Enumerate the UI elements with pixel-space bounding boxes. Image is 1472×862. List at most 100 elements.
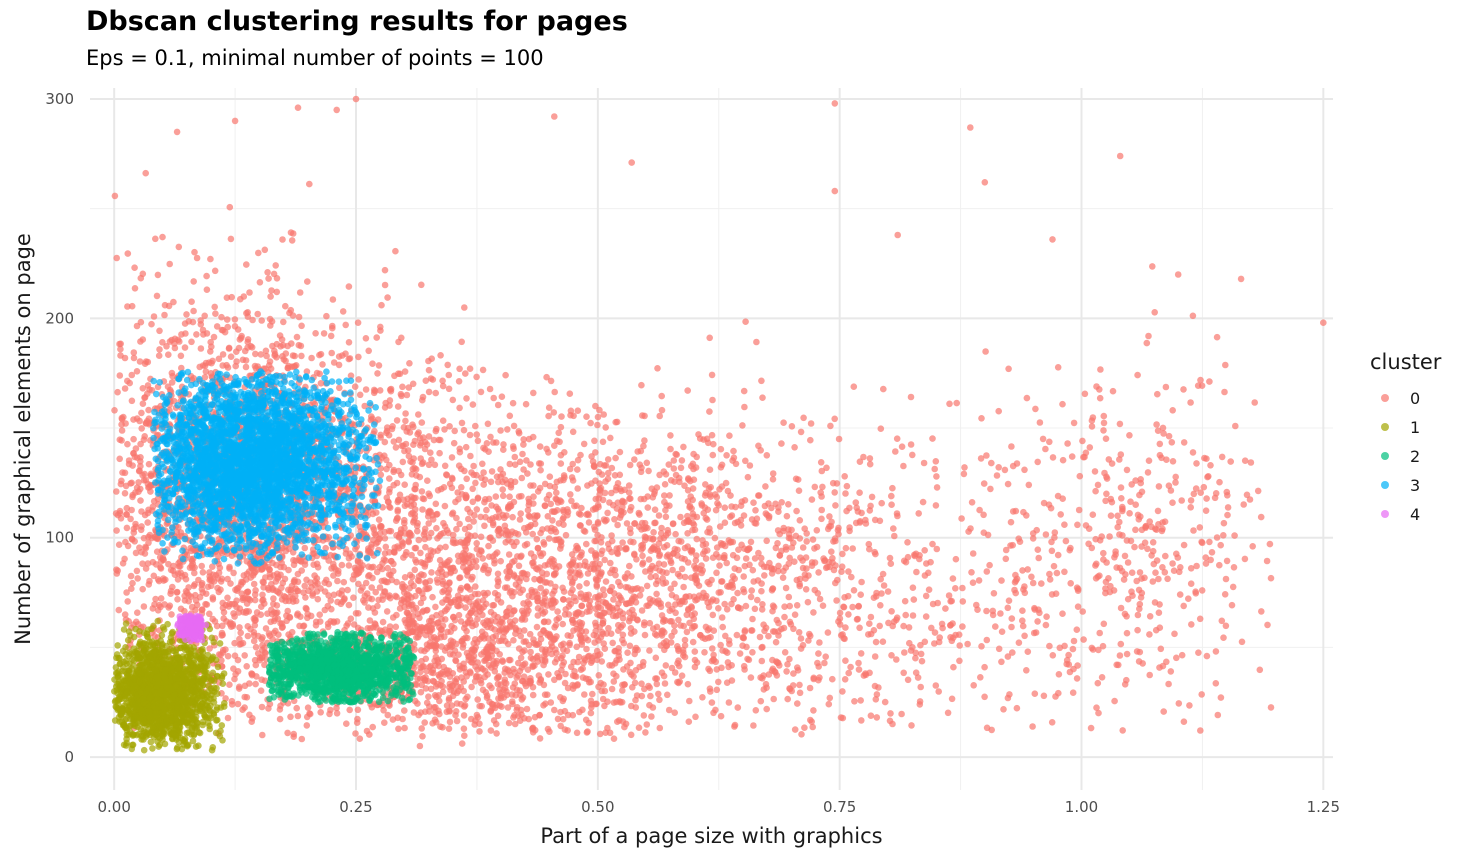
cluster-0-point bbox=[265, 566, 273, 573]
cluster-0-point bbox=[113, 488, 120, 495]
cluster-0-point bbox=[612, 612, 620, 620]
cluster-0-point bbox=[160, 575, 167, 582]
cluster-0-point bbox=[379, 596, 386, 603]
cluster-0-point bbox=[207, 338, 214, 346]
cluster-0-point bbox=[484, 569, 492, 577]
cluster-0-point bbox=[515, 428, 522, 435]
cluster-0-point bbox=[580, 527, 588, 534]
cluster-0-point bbox=[284, 364, 292, 372]
cluster-0-point bbox=[409, 380, 417, 388]
cluster-0-point bbox=[525, 495, 532, 503]
cluster-0-point bbox=[667, 559, 675, 567]
cluster-0-point bbox=[718, 483, 726, 490]
cluster-0-point bbox=[421, 719, 429, 726]
cluster-0-point bbox=[298, 322, 305, 330]
cluster-0-point bbox=[198, 562, 205, 570]
cluster-0-point bbox=[465, 515, 472, 523]
cluster-0-point bbox=[557, 545, 564, 552]
cluster-0-point bbox=[990, 590, 998, 597]
cluster-0-point bbox=[968, 499, 976, 506]
cluster-0-point bbox=[517, 510, 524, 517]
cluster-0-point bbox=[646, 619, 654, 627]
cluster-0-point bbox=[601, 556, 608, 564]
cluster-0-point bbox=[201, 362, 209, 370]
cluster-0-point bbox=[566, 465, 574, 473]
cluster-0-point bbox=[206, 610, 213, 618]
cluster-0-point bbox=[418, 460, 426, 468]
cluster-0-point bbox=[630, 673, 637, 680]
cluster-0-point bbox=[619, 503, 626, 511]
cluster-0-point bbox=[128, 302, 136, 310]
cluster-0-point bbox=[672, 601, 679, 608]
cluster-0-point bbox=[821, 659, 828, 667]
cluster-0-point bbox=[611, 472, 619, 479]
cluster-0-point bbox=[818, 506, 825, 514]
cluster-0-point bbox=[551, 442, 558, 450]
cluster-0-point bbox=[445, 385, 453, 393]
cluster-0-point bbox=[115, 606, 123, 614]
cluster-0-point bbox=[541, 480, 549, 488]
cluster-0-point bbox=[277, 343, 284, 350]
cluster-0-point bbox=[155, 352, 163, 360]
cluster-0-point bbox=[888, 492, 895, 500]
cluster-0-point bbox=[381, 266, 389, 274]
cluster-0-point bbox=[168, 611, 175, 618]
cluster-0-point bbox=[631, 520, 638, 527]
cluster-0-point bbox=[560, 476, 567, 484]
cluster-0-point bbox=[466, 365, 474, 373]
cluster-0-point bbox=[243, 261, 250, 268]
cluster-0-point bbox=[139, 400, 147, 408]
cluster-0-point bbox=[821, 557, 828, 565]
cluster-0-point bbox=[539, 550, 547, 557]
cluster-0-point bbox=[678, 565, 686, 573]
cluster-0-point bbox=[547, 500, 555, 508]
cluster-0-point bbox=[964, 640, 971, 648]
cluster-0-point bbox=[574, 466, 581, 473]
cluster-0-point bbox=[419, 393, 427, 401]
cluster-0-point bbox=[362, 386, 370, 393]
cluster-0-point bbox=[345, 555, 353, 562]
cluster-0-point bbox=[441, 502, 449, 510]
cluster-0-point bbox=[130, 435, 137, 443]
cluster-0-point bbox=[431, 461, 439, 469]
cluster-0-point bbox=[384, 564, 392, 572]
cluster-0-point bbox=[550, 636, 557, 644]
cluster-0-point bbox=[574, 658, 581, 666]
cluster-0-point bbox=[453, 514, 460, 522]
cluster-0-point bbox=[522, 400, 530, 408]
cluster-0-point bbox=[480, 444, 487, 452]
cluster-0-point bbox=[511, 557, 518, 565]
cluster-0-point bbox=[858, 578, 865, 586]
cluster-0-point bbox=[567, 567, 575, 574]
cluster-0-point bbox=[889, 484, 896, 492]
cluster-0-point bbox=[147, 470, 155, 478]
cluster-0-point bbox=[345, 355, 353, 363]
cluster-0-point bbox=[850, 587, 858, 594]
cluster-0-point bbox=[498, 393, 506, 401]
cluster-0-point bbox=[455, 462, 463, 470]
cluster-0-point bbox=[413, 634, 420, 641]
cluster-0-point bbox=[462, 443, 470, 451]
cluster-0-point bbox=[831, 415, 838, 423]
cluster-0-point bbox=[675, 537, 682, 545]
cluster-0-point bbox=[376, 387, 384, 394]
cluster-0-point bbox=[742, 555, 750, 562]
cluster-0-point bbox=[191, 564, 198, 571]
cluster-0-point bbox=[376, 535, 384, 542]
cluster-0-point bbox=[651, 630, 659, 638]
cluster-0-point bbox=[780, 419, 787, 427]
cluster-0-point bbox=[159, 233, 166, 241]
cluster-0-point bbox=[587, 419, 594, 427]
cluster-0-point bbox=[135, 479, 142, 486]
cluster-0-point bbox=[747, 538, 755, 546]
cluster-0-point bbox=[251, 596, 259, 604]
cluster-0-point bbox=[794, 700, 801, 707]
cluster-0-point bbox=[784, 695, 791, 703]
cluster-0-point bbox=[781, 649, 789, 656]
cluster-0-point bbox=[183, 311, 190, 318]
cluster-0-point bbox=[295, 313, 303, 321]
cluster-0-point bbox=[239, 596, 247, 604]
cluster-0-point bbox=[244, 338, 251, 346]
cluster-0-point bbox=[279, 353, 286, 360]
cluster-0-point bbox=[849, 545, 856, 552]
